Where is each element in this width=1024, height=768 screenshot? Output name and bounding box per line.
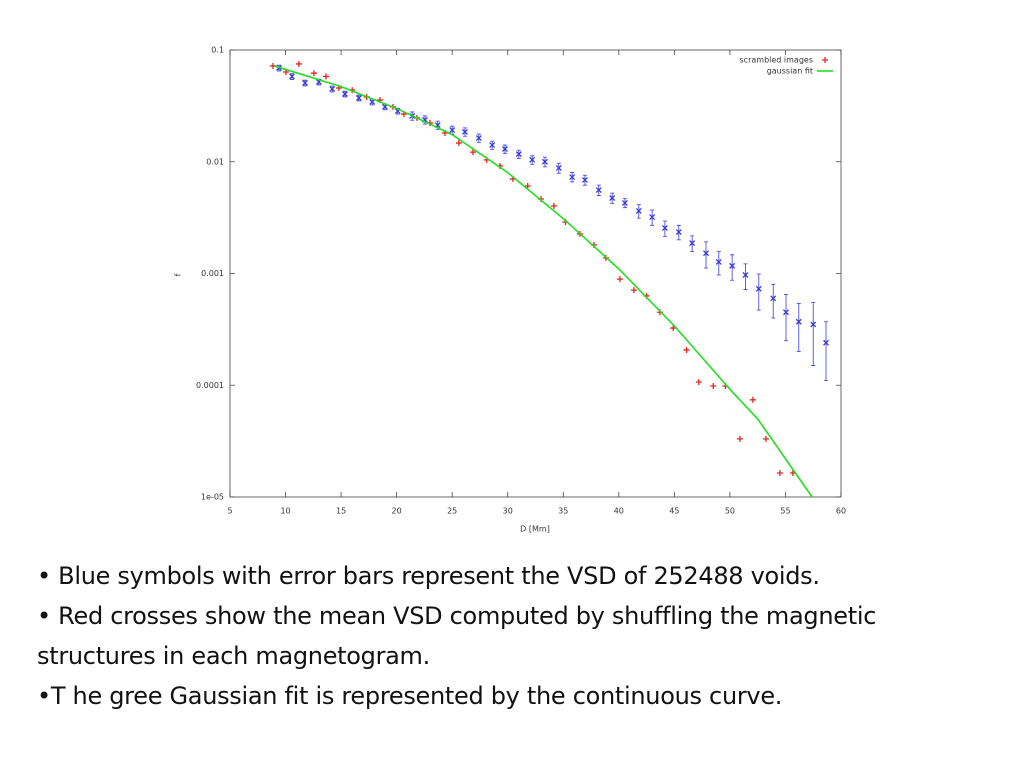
point <box>661 225 668 232</box>
bullet: • Blue symbols with error bars represent… <box>37 562 820 590</box>
point <box>710 383 717 390</box>
error-bar <box>743 263 748 290</box>
point <box>729 262 736 269</box>
x-tick-label: 10 <box>280 507 290 516</box>
point <box>489 142 496 149</box>
point <box>555 164 562 171</box>
point <box>449 127 456 134</box>
legend-label: gaussian fit <box>767 67 813 76</box>
point <box>795 318 802 325</box>
point <box>524 182 531 189</box>
error-bar <box>771 283 776 319</box>
point <box>295 60 302 67</box>
point <box>621 199 628 206</box>
error-bar <box>704 241 709 269</box>
point <box>329 86 336 92</box>
point <box>302 80 308 86</box>
point <box>736 435 743 442</box>
point <box>810 321 817 328</box>
point <box>762 435 769 442</box>
point <box>609 195 616 201</box>
x-tick-label: 50 <box>725 507 735 516</box>
point <box>455 140 462 147</box>
point <box>703 250 709 257</box>
point <box>776 469 783 476</box>
point <box>683 346 690 353</box>
point <box>541 158 548 165</box>
point <box>310 70 317 77</box>
point <box>289 73 295 80</box>
point <box>581 177 588 183</box>
point <box>635 207 642 214</box>
error-bar <box>811 302 816 366</box>
point <box>501 146 508 152</box>
error-bar <box>730 254 735 281</box>
x-tick-label: 20 <box>392 507 402 516</box>
point <box>595 187 602 194</box>
point <box>342 91 348 97</box>
y-tick-label: 0.01 <box>206 157 224 166</box>
y-tick-label: 0.1 <box>211 46 224 55</box>
point <box>823 339 829 346</box>
error-bar <box>756 273 761 311</box>
y-axis-label: f <box>174 273 183 276</box>
bullet-list: • Blue symbols with error bars represent… <box>37 556 937 716</box>
bullet: •T he gree Gaussian fit is represented b… <box>37 682 783 710</box>
chart: D [Mm] f 5 10 15 20 25 30 35 40 45 50 55 60 0.1 0.01 0… <box>174 46 847 534</box>
error-bar <box>796 303 801 353</box>
point <box>322 73 329 80</box>
legend-swatch <box>822 57 828 63</box>
point <box>742 272 749 278</box>
error-bar <box>824 321 829 382</box>
point <box>461 128 468 135</box>
plot-frame <box>229 49 842 498</box>
point <box>689 240 696 247</box>
error-bar <box>716 251 721 276</box>
point <box>515 151 522 158</box>
point <box>695 378 702 385</box>
x-tick-label: 55 <box>780 507 790 516</box>
point <box>783 309 789 316</box>
point <box>770 295 777 302</box>
x-tick-label: 15 <box>336 507 346 516</box>
bullet: • Red crosses show the mean VSD computed… <box>37 602 877 670</box>
legend-label: scrambled images <box>740 56 813 65</box>
y-tick-label: 1e-05 <box>201 493 224 502</box>
point <box>755 285 762 292</box>
x-tick-label: 40 <box>614 507 624 516</box>
x-tick-label: 45 <box>669 507 679 516</box>
x-tick-label: 5 <box>227 507 232 516</box>
y-tick-label: 0.0001 <box>196 381 224 390</box>
x-tick-label: 60 <box>836 507 846 516</box>
y-tick-label: 0.001 <box>201 269 224 278</box>
point <box>715 258 722 265</box>
point <box>675 229 682 235</box>
x-axis-label: D [Mm] <box>520 525 550 534</box>
point <box>475 135 482 141</box>
point <box>529 156 536 163</box>
point <box>649 214 656 221</box>
point <box>616 276 623 283</box>
error-bar <box>784 294 789 342</box>
point <box>355 95 362 101</box>
point <box>469 149 476 156</box>
point <box>630 287 637 294</box>
point <box>749 396 756 403</box>
x-tick-label: 30 <box>503 507 513 516</box>
point <box>550 202 557 209</box>
point <box>569 174 576 180</box>
x-tick-label: 25 <box>447 507 457 516</box>
fit-line <box>274 65 813 498</box>
x-tick-label: 35 <box>558 507 568 516</box>
